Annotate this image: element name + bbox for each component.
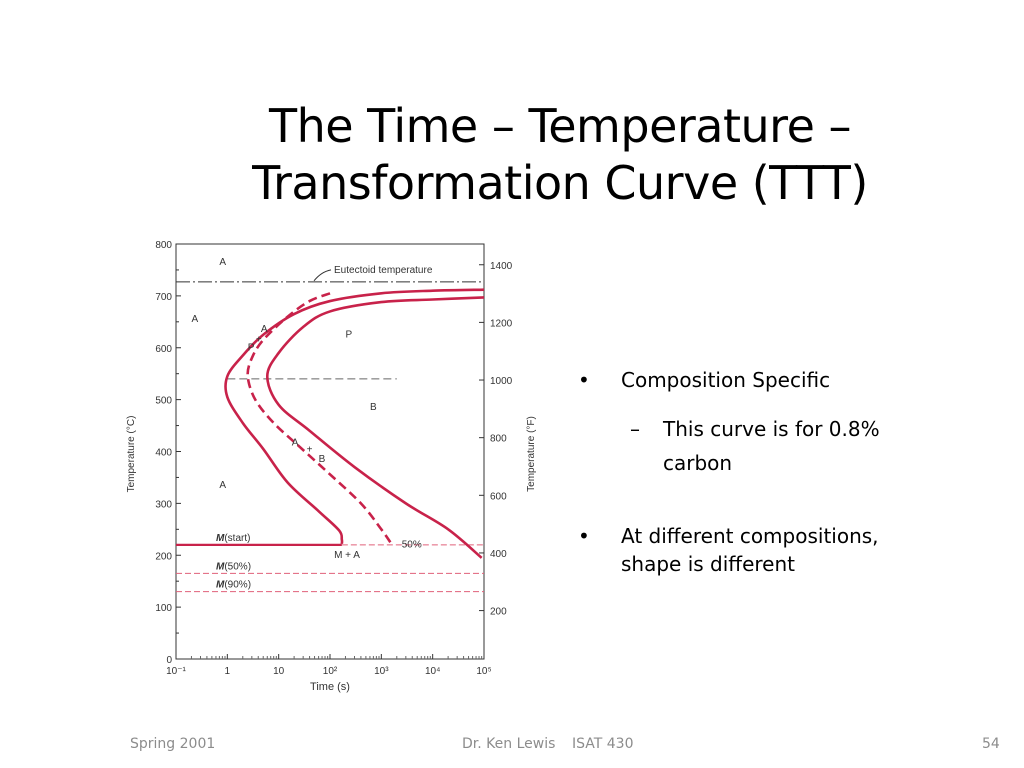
bullet-text: At different compositions, shape is diff… [621, 524, 879, 576]
region-label: 50% [402, 539, 422, 550]
martensite-label: M(90%) [216, 580, 251, 591]
y-tick-label-right: 200 [490, 607, 507, 618]
x-axis-label: Time (s) [310, 681, 350, 693]
martensite-label: M(50%) [216, 561, 251, 572]
martensite-label-rest: (start) [224, 533, 250, 544]
sub-bullet-text: This curve is for 0.8% carbon [663, 417, 880, 475]
x-tick-label: 10⁻¹ [166, 666, 186, 677]
region-label: B [319, 454, 326, 465]
footer-page-number: 54 [982, 736, 1000, 752]
bullet-glyph: • [578, 524, 590, 548]
y-tick-label-left: 700 [155, 292, 172, 303]
x-tick-label: 10 [273, 666, 285, 677]
x-tick-label: 10⁵ [476, 666, 491, 677]
slide-title: The Time – Temperature – Transformation … [200, 98, 920, 212]
y-axis-left-label: Temperature (°C) [126, 416, 137, 493]
region-label: A [191, 314, 198, 325]
y-tick-label-right: 600 [490, 491, 507, 502]
y-tick-label-left: 200 [155, 551, 172, 562]
martensite-label-rest: (90%) [224, 580, 251, 591]
y-tick-label-right: 400 [490, 549, 507, 560]
region-label: P [248, 342, 255, 353]
ttt-curve-50 [246, 292, 392, 544]
x-tick-label: 1 [225, 666, 231, 677]
x-tick-label: 10² [323, 666, 338, 677]
y-tick-label-left: 500 [155, 396, 172, 407]
y-axis-right-label: Temperature (°F) [526, 416, 537, 492]
region-label: A [219, 257, 226, 268]
y-tick-label-right: 1200 [490, 318, 513, 329]
y-tick-label-left: 300 [155, 499, 172, 510]
slide-title-line-2: Transformation Curve (TTT) [252, 156, 868, 210]
axis-ticks: 0 100 200 300 400 500 600 700 800 200 400 600 800 100… [155, 240, 512, 677]
y-tick-label-left: 600 [155, 344, 172, 355]
region-label: + [307, 445, 313, 456]
martensite-label-m: M [216, 580, 225, 591]
plot-frame [175, 243, 485, 660]
region-label: A [261, 324, 268, 335]
ttt-curves [224, 288, 485, 559]
y-tick-label-right: 1000 [490, 376, 513, 387]
bullet-text: Composition Specific [621, 368, 831, 392]
y-tick-label-left: 0 [166, 655, 172, 666]
ttt-curve-finish [265, 296, 485, 559]
region-label: A [219, 480, 226, 491]
martensite-label-rest: (50%) [224, 561, 251, 572]
bullet-glyph: • [578, 368, 590, 392]
y-tick-label-right: 1400 [490, 261, 513, 272]
martensite-label-m: M [216, 533, 225, 544]
region-label: A [292, 437, 299, 448]
y-tick-label-left: 800 [155, 240, 172, 251]
eutectoid-leader [313, 269, 332, 282]
footer-author: Dr. Ken Lewis [462, 736, 556, 752]
y-tick-label-right: 800 [490, 434, 507, 445]
x-tick-label: 10⁴ [425, 666, 440, 677]
y-tick-label-left: 100 [155, 603, 172, 614]
martensite-label-m: M [216, 561, 225, 572]
y-tick-label-left: 400 [155, 448, 172, 459]
sub-bullet-dash: – [630, 417, 640, 441]
footer-date: Spring 2001 [130, 736, 216, 752]
region-label: + [256, 335, 262, 346]
martensite-label: M(start) [216, 533, 250, 544]
eutectoid-label: Eutectoid temperature [334, 265, 433, 276]
reference-lines: Eutectoid temperature [176, 265, 484, 593]
x-tick-label: 10³ [374, 666, 389, 677]
ttt-diagram: 0 100 200 300 400 500 600 700 800 200 400 600 800 100… [126, 240, 537, 693]
footer-course: ISAT 430 [572, 736, 634, 752]
slide-title-line-1: The Time – Temperature – [268, 99, 852, 153]
region-label: B [370, 402, 377, 413]
region-label: M + A [334, 550, 360, 561]
region-label: P [345, 329, 352, 340]
ttt-curve-start [224, 288, 485, 544]
